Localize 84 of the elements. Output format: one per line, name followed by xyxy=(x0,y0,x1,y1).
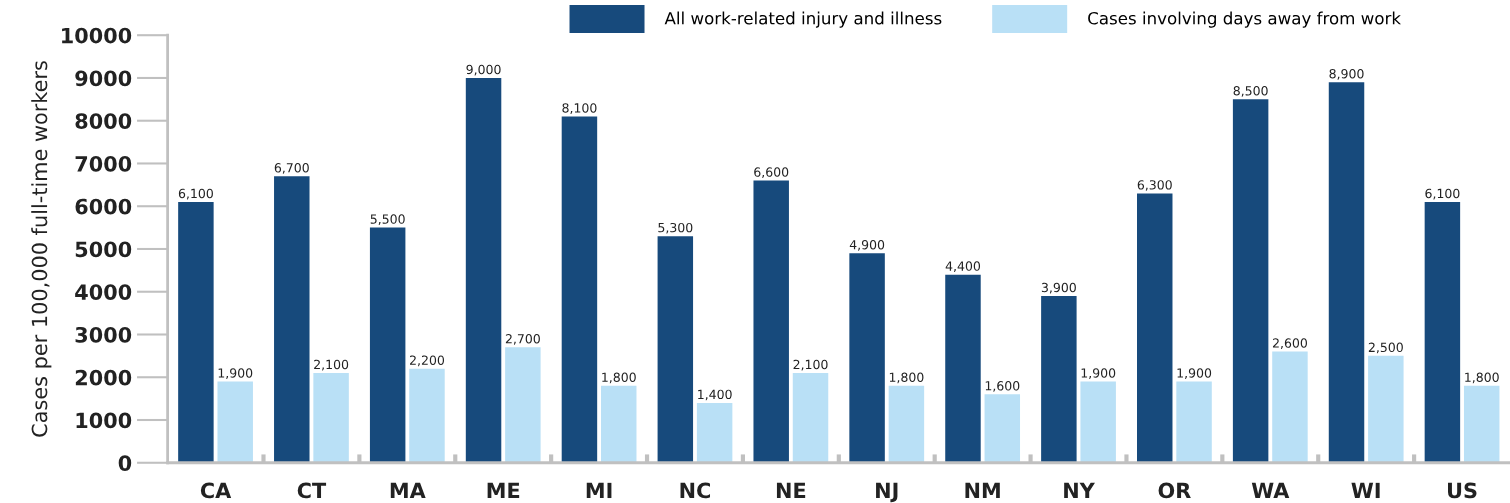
x-tick-label: NY xyxy=(1064,482,1095,499)
data-label: 8,500 xyxy=(1233,86,1268,97)
data-label: 6,300 xyxy=(1137,180,1172,191)
y-tick-label: 4000 xyxy=(75,284,132,300)
bar xyxy=(1328,82,1365,463)
x-tick-label: WI xyxy=(1351,482,1380,499)
data-label: 1,900 xyxy=(1081,368,1116,379)
bar xyxy=(753,180,789,463)
bar xyxy=(1424,201,1461,463)
data-label: 2,500 xyxy=(1368,342,1403,354)
data-label: 6,100 xyxy=(1425,188,1460,200)
bar xyxy=(601,385,637,463)
y-tick-label: 3000 xyxy=(75,326,132,343)
bar xyxy=(1137,193,1173,463)
y-tick-label: 0 xyxy=(118,455,132,471)
x-tick-label: NC xyxy=(680,482,711,499)
data-label: 3,900 xyxy=(1041,282,1076,294)
x-tick-label: NJ xyxy=(876,482,898,503)
data-label: 1,400 xyxy=(698,389,732,401)
y-axis-title: Cases per 100,000 full-time workers xyxy=(31,61,52,437)
data-label: 5,500 xyxy=(370,214,405,226)
x-tick-label: NE xyxy=(776,482,806,499)
bar xyxy=(1368,355,1404,463)
x-tick-label: NM xyxy=(965,482,1000,499)
x-tick-label: OR xyxy=(1158,482,1191,499)
data-label: 4,900 xyxy=(849,239,885,251)
y-tick-label: 10000 xyxy=(62,27,132,44)
bar xyxy=(1272,351,1308,463)
data-label: 1,800 xyxy=(602,372,636,384)
data-label: 5,300 xyxy=(658,222,693,234)
data-label: 8,100 xyxy=(562,103,597,114)
bar xyxy=(409,368,445,463)
data-label: 8,900 xyxy=(1329,68,1364,80)
bar xyxy=(217,381,253,463)
data-label: 1,900 xyxy=(1177,368,1212,379)
bar xyxy=(1041,296,1077,463)
legend-label: Cases involving days away from work xyxy=(1088,11,1401,28)
data-label: 2,100 xyxy=(314,359,349,371)
bar xyxy=(178,201,214,463)
bar xyxy=(1080,381,1116,463)
x-tick-label: MI xyxy=(586,482,612,499)
data-label: 2,600 xyxy=(1272,338,1308,350)
x-tick-label: CA xyxy=(200,482,232,499)
x-tick-label: US xyxy=(1448,482,1477,499)
x-tick-label: MA xyxy=(390,482,426,499)
data-label: 4,400 xyxy=(945,261,981,273)
y-tick-label: 8000 xyxy=(75,113,132,129)
data-label: 1,800 xyxy=(1465,372,1499,384)
bar xyxy=(984,394,1021,463)
bar xyxy=(313,372,349,463)
data-label: 6,600 xyxy=(754,167,789,179)
bar xyxy=(1176,381,1212,463)
bar xyxy=(1463,385,1500,463)
bar xyxy=(561,116,598,463)
bar xyxy=(849,253,885,463)
data-label: 1,800 xyxy=(889,372,924,384)
bar xyxy=(274,176,310,463)
y-tick-label: 2000 xyxy=(75,369,132,386)
x-tick-label: WA xyxy=(1251,482,1290,499)
data-label: 1,900 xyxy=(218,368,253,379)
y-tick-label: 5000 xyxy=(75,241,132,258)
data-label: 6,100 xyxy=(178,188,213,200)
legend-label: All work-related injury and illness xyxy=(664,11,942,28)
bar xyxy=(792,372,829,463)
bar xyxy=(369,227,406,463)
bar xyxy=(696,402,733,463)
bar xyxy=(945,274,981,463)
data-label: 1,600 xyxy=(985,381,1020,392)
bar xyxy=(505,347,541,463)
bar xyxy=(1232,99,1269,463)
data-label: 9,000 xyxy=(466,64,501,76)
bar xyxy=(465,77,502,463)
data-label: 2,700 xyxy=(505,334,540,345)
y-tick-label: 7000 xyxy=(75,155,132,172)
data-label: 6,700 xyxy=(274,163,309,174)
x-tick-label: CT xyxy=(297,482,327,499)
data-label: 2,200 xyxy=(410,355,445,367)
x-tick-label: ME xyxy=(487,482,520,499)
bar xyxy=(657,236,694,463)
y-tick-label: 1000 xyxy=(76,412,132,429)
y-tick-label: 9000 xyxy=(75,70,132,87)
data-label: 2,100 xyxy=(793,359,828,371)
bar xyxy=(888,385,925,463)
y-tick-label: 6000 xyxy=(75,198,132,215)
